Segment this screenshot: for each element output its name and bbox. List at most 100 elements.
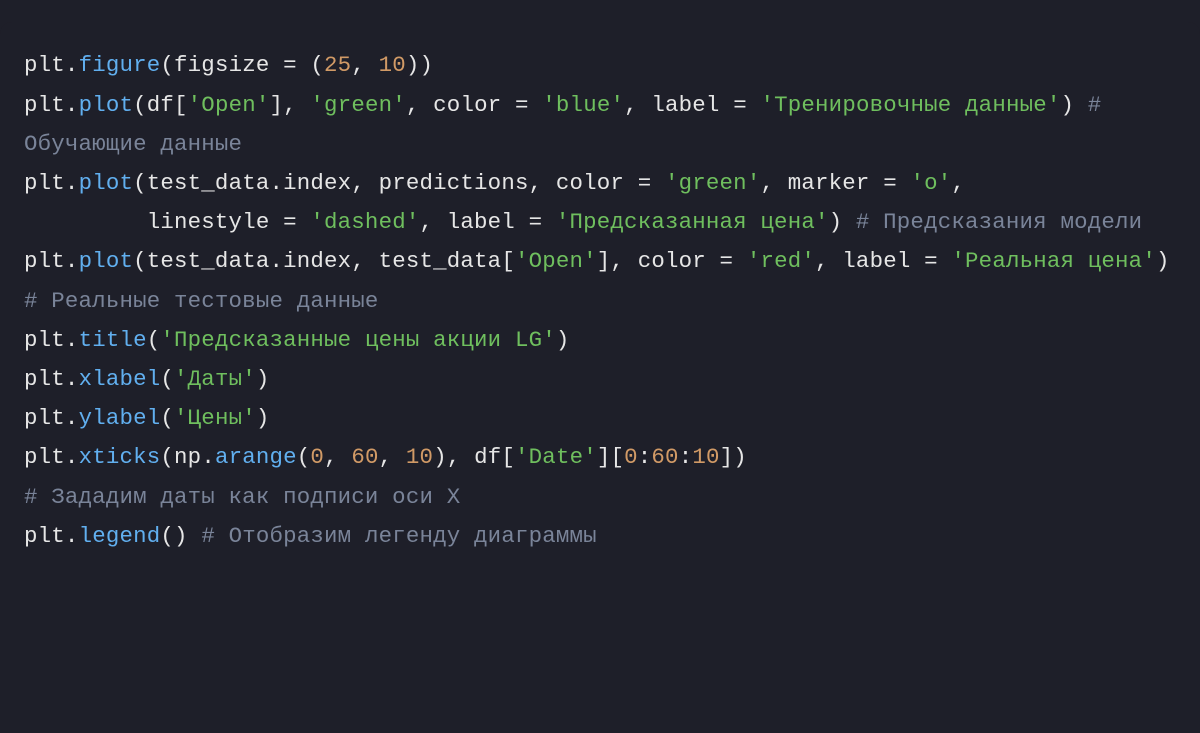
code-token-punct: =	[515, 92, 542, 118]
code-token-func: figure	[79, 52, 161, 78]
code-token-punct: ][	[597, 444, 624, 470]
code-token-punct: =	[733, 92, 760, 118]
code-token-punct: ],	[270, 92, 311, 118]
code-token-str: 'green'	[310, 92, 405, 118]
code-token-punct: ],	[597, 248, 638, 274]
code-token-str: 'Open'	[188, 92, 270, 118]
code-token-punct: (	[133, 248, 147, 274]
code-token-str: 'Open'	[515, 248, 597, 274]
code-token-num: 25	[324, 52, 351, 78]
code-token-default: plt	[24, 444, 65, 470]
code-token-punct: .	[65, 366, 79, 392]
code-token-num: 60	[351, 444, 378, 470]
code-token-str: 'o'	[911, 170, 952, 196]
code-token-punct: ,	[624, 92, 651, 118]
code-token-default: test_data	[147, 248, 270, 274]
code-token-num: 0	[624, 444, 638, 470]
code-token-punct: [	[501, 248, 515, 274]
code-token-punct: .	[65, 52, 79, 78]
code-token-num: 60	[651, 444, 678, 470]
code-token-default: color	[556, 170, 638, 196]
code-token-str: 'Тренировочные данные'	[761, 92, 1061, 118]
code-token-default: df	[474, 444, 501, 470]
code-token-default: color	[638, 248, 720, 274]
code-token-punct: ,	[379, 444, 406, 470]
code-token-punct: =	[883, 170, 910, 196]
code-token-default: df	[147, 92, 174, 118]
code-token-punct: =	[638, 170, 665, 196]
code-token-punct: ))	[406, 52, 433, 78]
code-token-punct: )	[556, 327, 570, 353]
code-token-punct: (	[160, 444, 174, 470]
code-token-punct: (	[147, 327, 161, 353]
code-token-punct: )	[256, 405, 270, 431]
code-token-punct: )	[1061, 92, 1088, 118]
code-token-default: plt	[24, 327, 65, 353]
code-token-punct: (	[297, 444, 311, 470]
code-token-str: 'green'	[665, 170, 760, 196]
code-token-punct: .	[65, 248, 79, 274]
code-token-default: plt	[24, 523, 65, 549]
code-token-punct: .	[65, 405, 79, 431]
code-token-func: arange	[215, 444, 297, 470]
code-token-punct: ,	[815, 248, 842, 274]
code-token-punct: [	[174, 92, 188, 118]
code-token-default: test_data	[379, 248, 502, 274]
code-token-punct: :	[679, 444, 693, 470]
code-token-str: 'Цены'	[174, 405, 256, 431]
code-token-punct: ])	[720, 444, 747, 470]
code-token-punct: ,	[419, 209, 446, 235]
code-token-default: linestyle	[24, 209, 283, 235]
code-content: plt.figure(figsize = (25, 10)) plt.plot(…	[24, 52, 1183, 548]
code-token-comment: # Реальные тестовые данные	[24, 288, 379, 314]
code-token-punct: ),	[433, 444, 474, 470]
code-token-default: label	[651, 92, 733, 118]
code-token-punct: = (	[283, 52, 324, 78]
code-token-default: plt	[24, 170, 65, 196]
code-token-default: plt	[24, 92, 65, 118]
code-token-default: marker	[788, 170, 883, 196]
code-token-str: 'Предсказанная цена'	[556, 209, 829, 235]
code-token-func: ylabel	[79, 405, 161, 431]
code-token-func: xlabel	[79, 366, 161, 392]
code-token-punct: )	[256, 366, 270, 392]
code-token-punct: .	[269, 170, 283, 196]
code-token-str: 'dashed'	[310, 209, 419, 235]
code-token-func: legend	[79, 523, 161, 549]
code-token-punct: :	[638, 444, 652, 470]
code-token-punct: ,	[406, 92, 433, 118]
code-token-punct: (	[160, 366, 174, 392]
code-token-punct: )	[1156, 248, 1183, 274]
code-token-default: predictions	[379, 170, 529, 196]
code-token-default: index	[283, 170, 351, 196]
code-token-punct: (	[133, 170, 147, 196]
code-token-punct: .	[65, 444, 79, 470]
code-token-default: label	[447, 209, 529, 235]
code-token-punct: )	[829, 209, 856, 235]
code-token-punct: .	[65, 523, 79, 549]
code-token-func: plot	[79, 92, 134, 118]
code-token-comment: # Отобразим легенду диаграммы	[201, 523, 596, 549]
code-token-punct: =	[720, 248, 747, 274]
code-token-punct: ,	[351, 248, 378, 274]
code-token-comment: # Предсказания модели	[856, 209, 1142, 235]
code-block: plt.figure(figsize = (25, 10)) plt.plot(…	[0, 22, 1200, 733]
code-token-num: 10	[379, 52, 406, 78]
code-token-func: plot	[79, 170, 134, 196]
code-token-default: plt	[24, 248, 65, 274]
code-token-punct: .	[201, 444, 215, 470]
code-token-func: xticks	[79, 444, 161, 470]
code-token-num: 10	[406, 444, 433, 470]
code-token-punct: ,	[351, 52, 378, 78]
code-token-str: 'Предсказанные цены акции LG'	[160, 327, 555, 353]
code-token-func: title	[79, 327, 147, 353]
code-token-punct: =	[924, 248, 951, 274]
code-token-str: 'blue'	[542, 92, 624, 118]
code-token-punct: ,	[324, 444, 351, 470]
code-token-punct: .	[269, 248, 283, 274]
code-token-punct: .	[65, 92, 79, 118]
code-token-default: figsize	[174, 52, 283, 78]
code-token-punct: (	[133, 92, 147, 118]
code-token-str: 'Реальная цена'	[951, 248, 1156, 274]
code-token-punct: ,	[951, 170, 965, 196]
